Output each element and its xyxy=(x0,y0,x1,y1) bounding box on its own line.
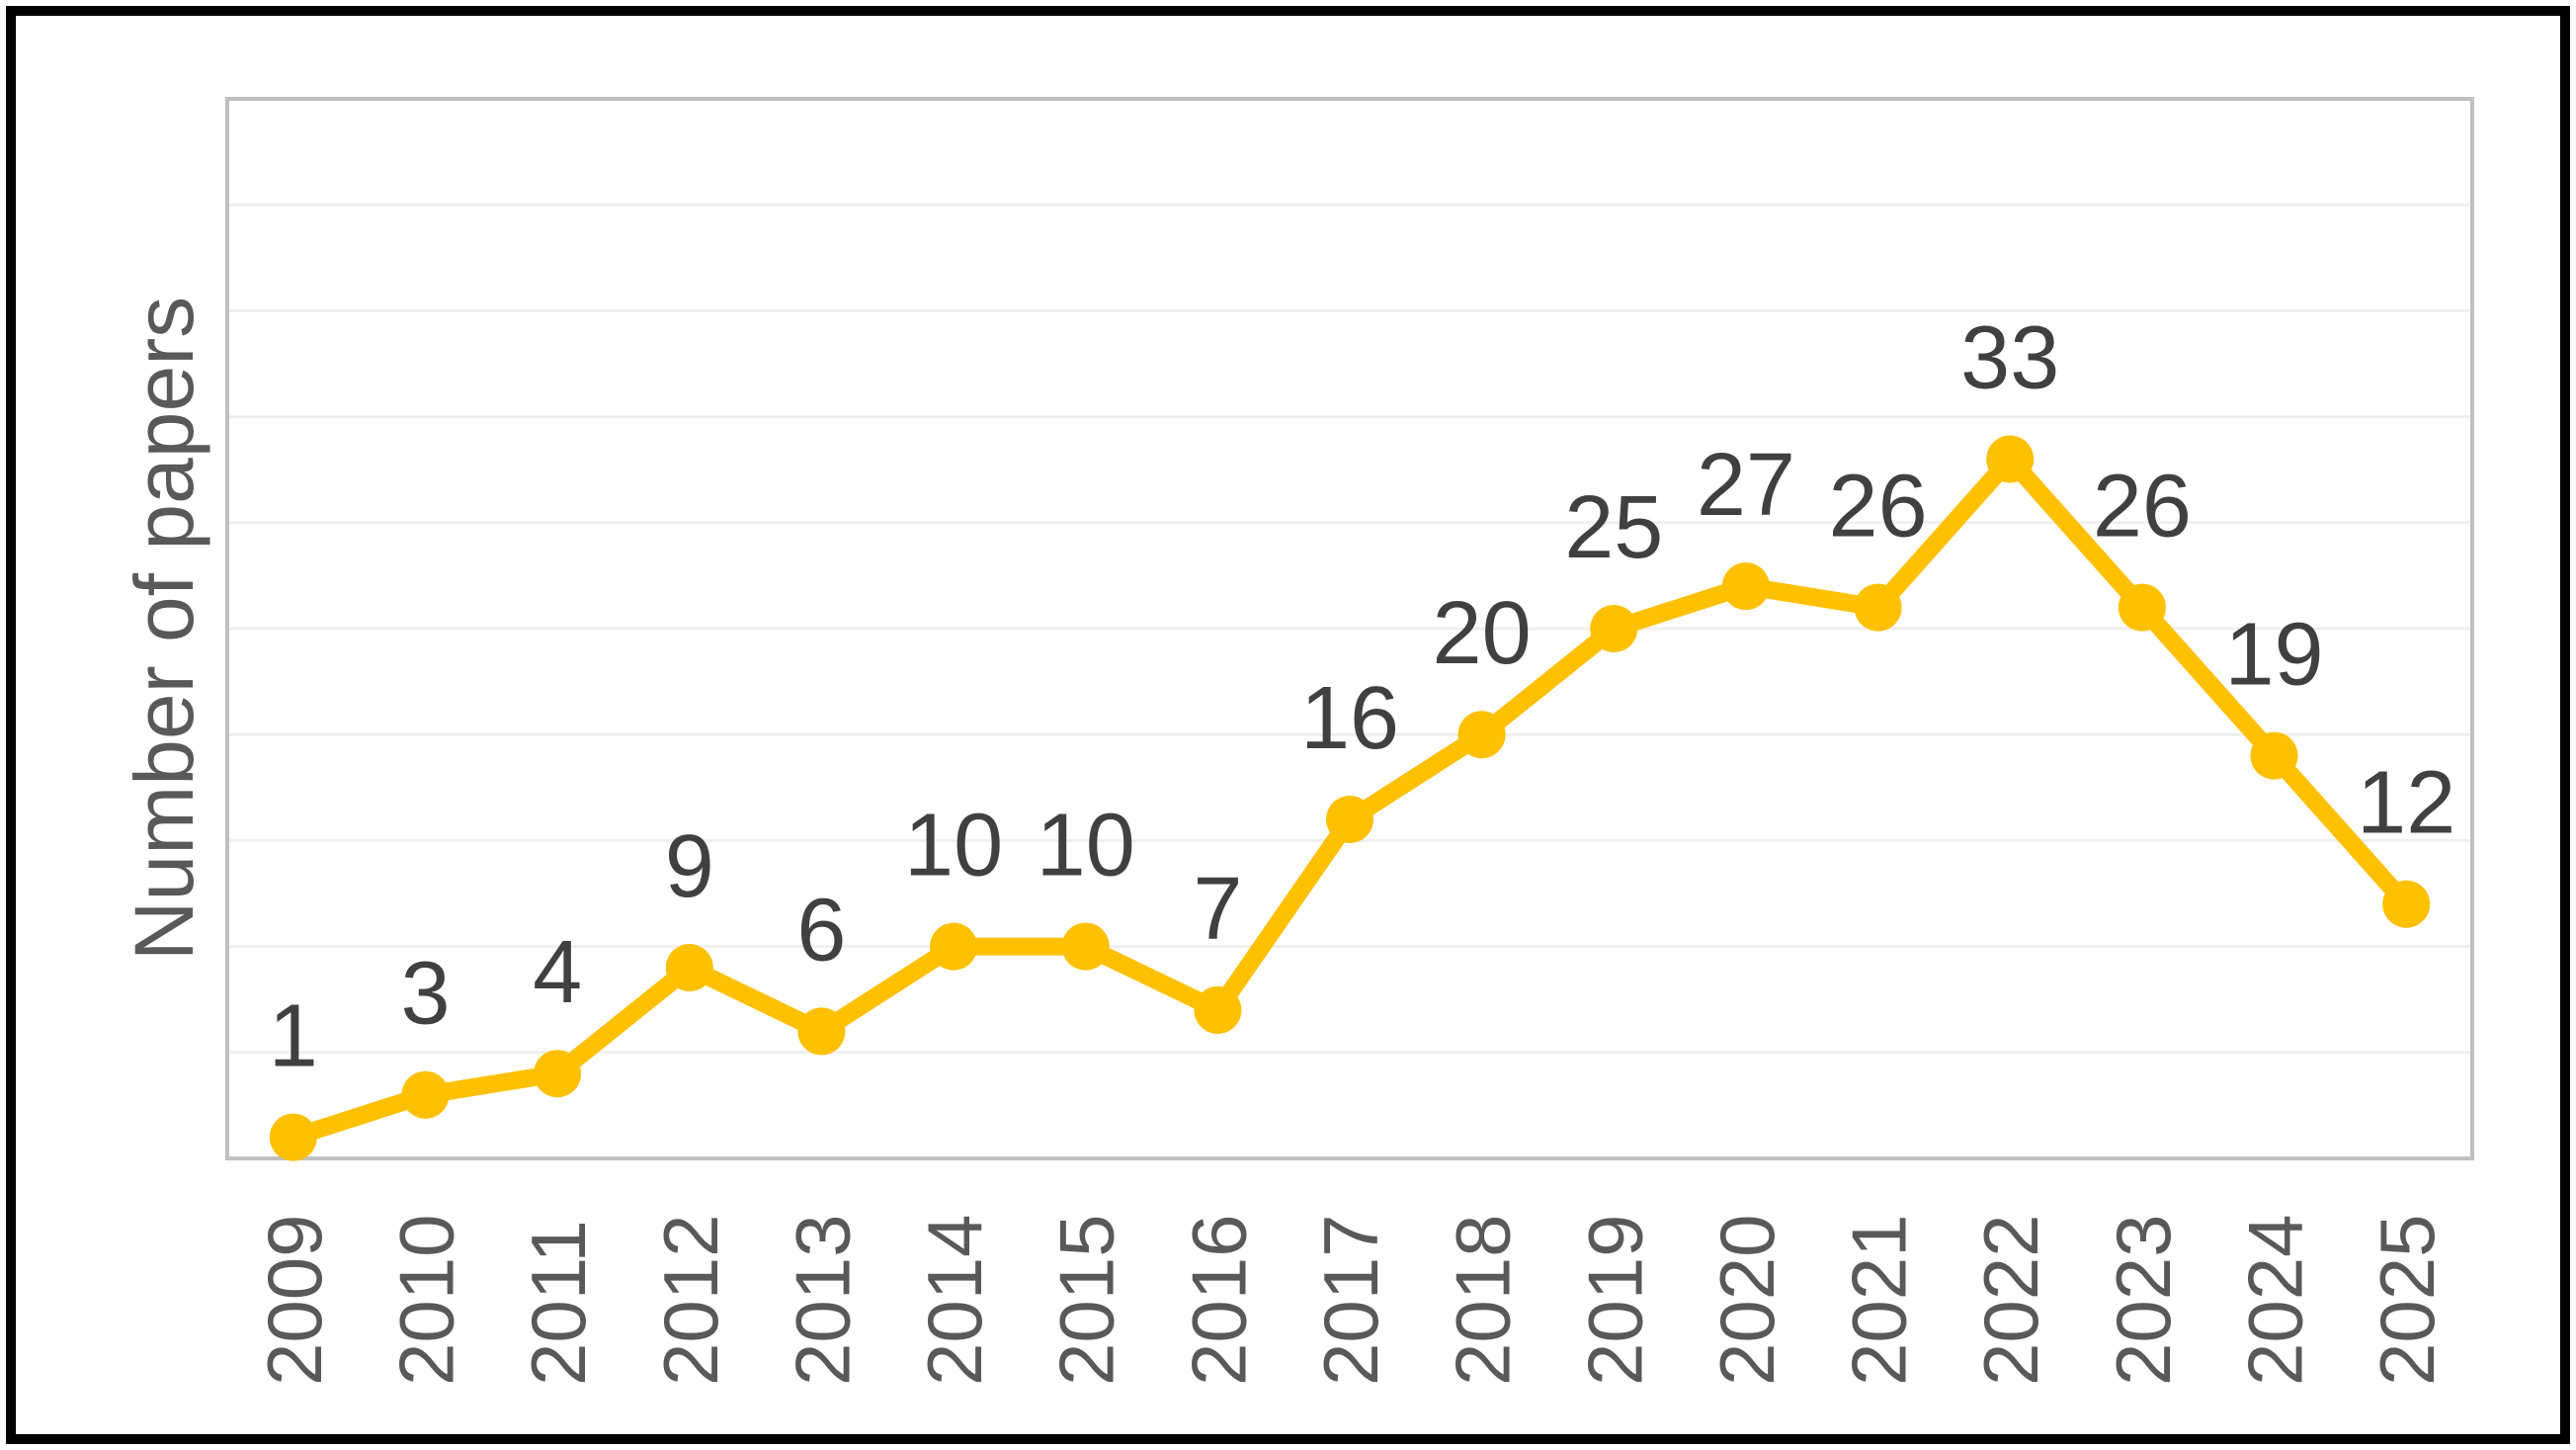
data-point-marker xyxy=(665,944,713,991)
x-axis-label: 2024 xyxy=(2232,1214,2319,1386)
data-label: 26 xyxy=(1829,458,1928,556)
data-point-marker xyxy=(534,1050,582,1098)
data-label: 19 xyxy=(2224,606,2323,705)
data-labels: 1 3 496 10 10 7 16 20 25 27 26 33 26 19 12 xyxy=(269,309,2455,1086)
data-point-marker xyxy=(1061,922,1110,971)
x-axis-label: 2009 xyxy=(251,1214,338,1386)
data-point-marker xyxy=(1457,711,1506,759)
data-point-marker xyxy=(1854,583,1902,632)
data-label: 6 xyxy=(796,881,846,980)
data-label: 3 xyxy=(400,945,450,1044)
x-axis-label: 2017 xyxy=(1307,1214,1394,1386)
data-label: 25 xyxy=(1564,478,1663,577)
x-axis-label: 2013 xyxy=(779,1214,866,1386)
data-point-marker xyxy=(1194,985,1242,1034)
data-label: 20 xyxy=(1433,584,1532,683)
data-label: 9 xyxy=(665,817,714,916)
data-label: 4 xyxy=(533,923,582,1022)
x-axis-label: 2011 xyxy=(515,1220,602,1386)
data-point-marker xyxy=(269,1113,317,1161)
outer-frame-border xyxy=(6,6,2570,1444)
data-point-marker xyxy=(1721,562,1770,611)
x-axis-label: 2020 xyxy=(1703,1214,1790,1386)
data-point-marker xyxy=(930,922,978,971)
data-label: 16 xyxy=(1300,669,1399,768)
x-axis-label: 2015 xyxy=(1043,1214,1130,1386)
x-axis-label: 2010 xyxy=(383,1214,470,1386)
x-axis-label: 2019 xyxy=(1571,1214,1658,1386)
data-label: 12 xyxy=(2357,754,2455,853)
x-axis-label: 2016 xyxy=(1175,1214,1262,1386)
x-axis-label: 2018 xyxy=(1440,1214,1527,1386)
x-axis-label: 2022 xyxy=(1967,1214,2054,1386)
x-axis-label: 2025 xyxy=(2364,1214,2451,1386)
data-point-marker xyxy=(2118,583,2166,632)
x-axis-label: 2014 xyxy=(911,1214,998,1386)
data-point-marker xyxy=(1986,435,2035,483)
data-point-marker xyxy=(797,1007,846,1056)
data-point-marker xyxy=(1326,796,1373,843)
x-axis-label: 2023 xyxy=(2100,1214,2187,1386)
data-label: 10 xyxy=(904,797,1003,896)
data-label: 1 xyxy=(269,987,318,1086)
data-point-marker xyxy=(2382,880,2431,928)
data-label: 33 xyxy=(1960,309,2059,408)
y-gridlines xyxy=(227,203,2472,1055)
data-label: 7 xyxy=(1193,860,1242,959)
series-number-of-papers xyxy=(269,435,2431,1161)
data-label: 26 xyxy=(2093,458,2192,556)
data-point-marker xyxy=(2250,731,2298,780)
data-label: 27 xyxy=(1697,436,1795,535)
data-point-marker xyxy=(1590,605,1638,652)
x-axis-label: 2021 xyxy=(1836,1214,1923,1386)
x-axis-labels: 2009 2010 2011 2012 2013 2014 2015 2016 2017 2018… xyxy=(251,1214,2451,1386)
plot-area-border xyxy=(225,97,2474,1160)
data-label: 10 xyxy=(1037,797,1135,896)
x-axis-label: 2012 xyxy=(647,1214,734,1386)
data-point-marker xyxy=(401,1070,450,1119)
series-markers xyxy=(269,435,2431,1161)
y-axis-title: Number of papers xyxy=(118,297,210,961)
